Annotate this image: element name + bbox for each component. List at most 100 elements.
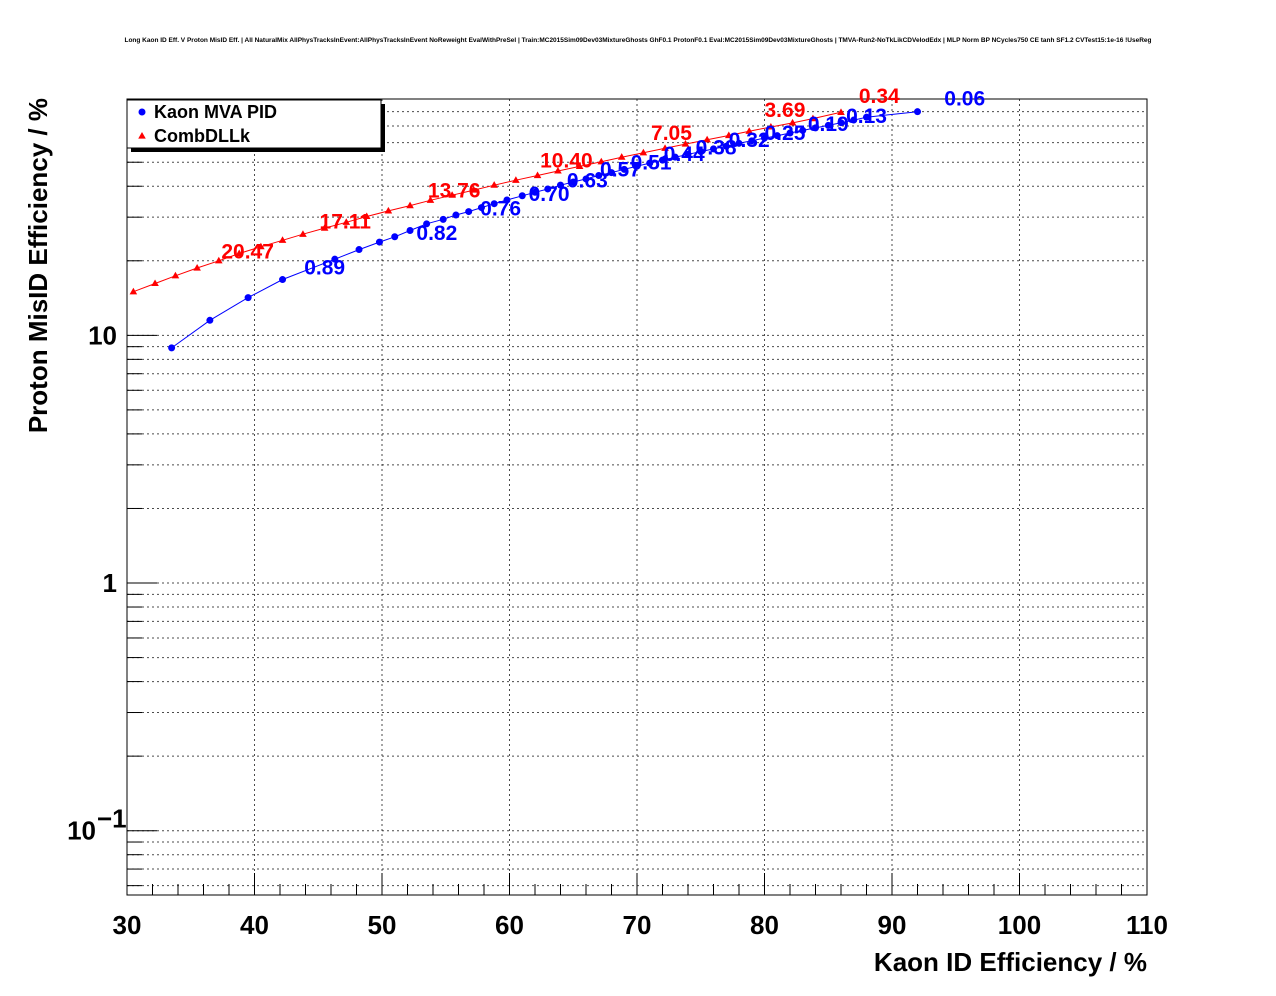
point-label: 0.70	[529, 183, 570, 206]
data-point	[582, 175, 590, 183]
data-point	[355, 246, 363, 254]
y-axis-title: Proton MisID Efficiency / %	[23, 98, 53, 433]
data-point	[595, 171, 603, 179]
data-point	[735, 139, 743, 147]
data-point	[786, 129, 794, 137]
data-point	[439, 215, 447, 223]
x-tick-label: 90	[878, 910, 907, 940]
legend-marker-triangle	[138, 132, 146, 139]
data-point	[837, 108, 845, 115]
data-point	[639, 148, 648, 156]
data-point	[646, 159, 654, 167]
data-point	[837, 119, 845, 127]
data-point	[193, 264, 201, 271]
point-label: 0.34	[859, 85, 900, 108]
data-point	[168, 344, 176, 352]
data-point	[426, 196, 435, 203]
data-point	[518, 192, 526, 200]
legend-box	[126, 99, 382, 149]
y-tick-label: 10	[67, 816, 96, 846]
series-line	[133, 111, 842, 293]
point-label: 0.13	[846, 105, 887, 128]
y-tick-label: 1	[103, 568, 117, 598]
data-point	[914, 108, 921, 116]
legend-entry-label: Kaon MVA PID	[154, 102, 277, 122]
data-point	[824, 121, 832, 129]
data-point	[684, 150, 692, 158]
data-point	[557, 181, 564, 189]
data-point	[812, 124, 819, 132]
data-point	[470, 186, 478, 193]
data-point	[569, 178, 577, 186]
data-point	[244, 294, 252, 302]
data-point	[617, 153, 626, 160]
data-point	[544, 185, 552, 193]
data-point	[452, 211, 460, 219]
data-point	[659, 156, 666, 164]
data-point	[863, 113, 870, 121]
data-point	[320, 224, 329, 231]
data-point	[235, 249, 243, 257]
data-point	[788, 118, 797, 126]
data-point	[215, 256, 223, 264]
x-tick-label: 50	[368, 910, 397, 940]
x-tick-label: 70	[623, 910, 652, 940]
data-point	[620, 165, 628, 173]
point-label: 13.76	[428, 179, 481, 202]
point-label: 7.05	[651, 122, 692, 145]
data-point	[384, 206, 393, 214]
data-point	[448, 191, 456, 198]
data-point	[710, 145, 717, 153]
data-point	[809, 114, 817, 122]
point-label: 0.76	[480, 197, 521, 220]
x-tick-label: 40	[240, 910, 269, 940]
data-point	[257, 242, 265, 250]
point-label: 0.32	[729, 129, 770, 152]
point-label: 3.69	[765, 99, 806, 122]
data-point	[171, 271, 180, 279]
point-label: 0.06	[944, 87, 985, 110]
x-tick-label: 30	[113, 910, 142, 940]
data-point	[767, 122, 775, 130]
point-label: 0.19	[808, 113, 849, 136]
data-point	[850, 116, 858, 124]
series-kaon-mva-pid	[168, 108, 921, 352]
point-label: 0.44	[664, 143, 705, 166]
data-point	[748, 137, 756, 145]
data-point	[206, 316, 214, 324]
data-point	[512, 176, 520, 183]
data-point	[531, 188, 539, 196]
data-point	[745, 127, 753, 134]
data-point	[722, 142, 730, 150]
data-point	[477, 204, 485, 212]
data-point	[406, 201, 414, 209]
data-point	[406, 227, 414, 235]
point-label: 0.25	[765, 122, 806, 145]
grid	[127, 98, 1147, 895]
point-label: 17.11	[320, 211, 372, 234]
data-point	[533, 171, 542, 179]
data-point	[503, 196, 511, 204]
data-point	[703, 135, 711, 143]
point-label: 0.51	[631, 151, 672, 174]
legend-marker-circle	[138, 108, 146, 116]
data-point	[279, 276, 287, 284]
point-label: 0.82	[416, 222, 457, 245]
data-point	[490, 181, 498, 188]
data-point	[633, 162, 641, 170]
data-point	[151, 279, 159, 287]
legend-entry-label: CombDLLk	[154, 126, 251, 146]
point-label: 0.57	[600, 159, 641, 182]
data-point	[375, 238, 383, 246]
data-point	[331, 255, 339, 263]
data-point	[575, 162, 584, 169]
data-point	[299, 230, 307, 237]
x-axis-title: Kaon ID Efficiency / %	[874, 947, 1147, 977]
data-point	[773, 132, 781, 140]
data-point	[490, 200, 498, 208]
point-labels: 0.89 0.82 0.76 0.700.630.570.510.440.380.32…	[221, 85, 985, 280]
x-tick-label: 100	[998, 910, 1041, 940]
data-point	[278, 236, 287, 243]
point-label: 0.63	[567, 169, 608, 192]
